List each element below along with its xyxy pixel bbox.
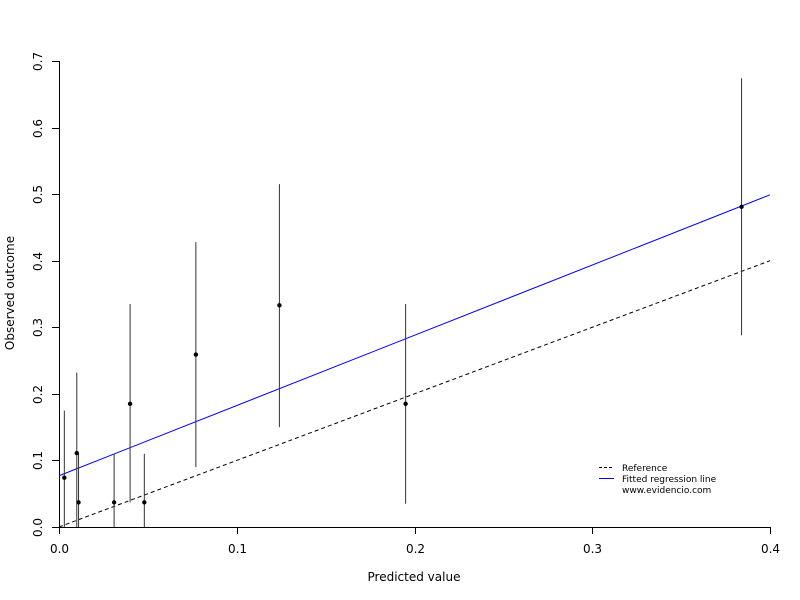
legend-label-fitted: Fitted regression line — [622, 475, 717, 485]
x-tick-label: 0.2 — [406, 542, 425, 556]
x-tick-label: 0.1 — [228, 542, 247, 556]
legend-note-website: www.evidencio.com — [622, 486, 711, 496]
data-point — [127, 401, 133, 407]
legend: Reference Fitted regression line www.evi… — [599, 464, 717, 496]
x-tick-label: 0.0 — [50, 542, 69, 556]
x-axis-title: Predicted value — [368, 570, 461, 584]
y-tick-label: 0.3 — [31, 318, 45, 337]
data-point — [62, 475, 67, 480]
y-tick-label: 0.7 — [31, 52, 45, 71]
fitted-regression-line — [58, 194, 771, 477]
y-tick-label: 0.4 — [31, 252, 45, 271]
data-point — [739, 204, 744, 209]
data-point — [193, 352, 199, 357]
x-tick-label: 0.4 — [761, 542, 780, 556]
y-axis-ticks: 0.0 0.1 0.2 0.3 0.4 0.5 0.6 0.7 — [31, 52, 59, 537]
data-points — [62, 204, 744, 505]
series-lines — [58, 194, 771, 528]
legend-label-reference: Reference — [622, 464, 668, 474]
data-point — [142, 500, 147, 505]
y-tick-label: 0.0 — [31, 518, 45, 537]
error-bars — [63, 78, 743, 527]
data-point — [76, 500, 81, 505]
x-axis-ticks: 0.0 0.1 0.2 0.3 0.4 — [50, 527, 780, 556]
y-axis-title: Observed outcome — [3, 236, 17, 350]
data-point — [403, 401, 408, 407]
y-tick-label: 0.1 — [31, 451, 45, 470]
y-tick-label: 0.5 — [31, 185, 45, 204]
plot-area: 0.0 0.1 0.2 0.3 0.4 0.0 0.1 0.2 0.3 0.4 0.5 0.6 0.7 — [31, 52, 780, 556]
reference-line — [58, 260, 771, 528]
x-tick-label: 0.3 — [583, 542, 602, 556]
data-point — [277, 303, 282, 308]
y-tick-label: 0.6 — [31, 119, 45, 138]
data-point — [74, 450, 79, 456]
y-tick-label: 0.2 — [31, 385, 45, 404]
data-point — [111, 500, 117, 505]
